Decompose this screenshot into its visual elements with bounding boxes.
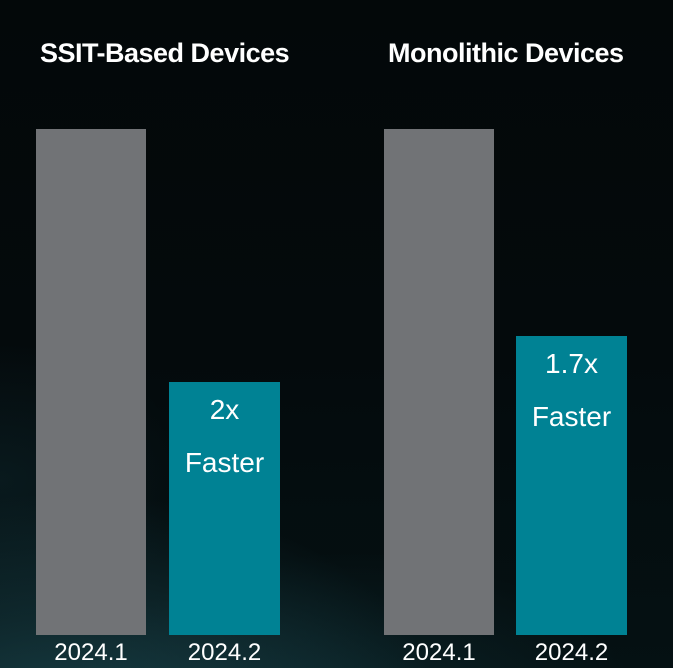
axis-label-ssit-2024-2: 2024.2 [187,639,262,666]
annotation-speedup-value: 1.7x [545,348,598,379]
axis-label-monolithic-2024-1: 2024.1 [402,639,476,666]
bar-ssit-2024-1-baseline [36,129,146,635]
annotation-speedup-value: 2x [209,394,240,425]
annotation-faster-label: Faster [531,401,612,432]
axis-label-monolithic-2024-2: 2024.2 [534,639,609,666]
annotation-faster-label: Faster [184,447,265,478]
bar-monolithic-2024-1-baseline [384,129,494,635]
chart-monolithic-devices: Monolithic Devices 1.7x Faster 2024.1 20… [384,0,627,668]
chart-title-ssit: SSIT-Based Devices [40,38,290,68]
chart-title-monolithic: Monolithic Devices [388,38,624,68]
bar-ssit-2024-2-highlight: 2x Faster [169,382,280,635]
bar-monolithic-2024-2-highlight: 1.7x Faster [516,336,627,635]
chart-ssit-based-devices: SSIT-Based Devices 2x Faster 2024.1 2024… [36,0,290,668]
axis-label-ssit-2024-1: 2024.1 [54,639,128,666]
bar-annotation-ssit: 2x Faster [169,383,280,489]
bar-annotation-monolithic: 1.7x Faster [516,337,627,443]
